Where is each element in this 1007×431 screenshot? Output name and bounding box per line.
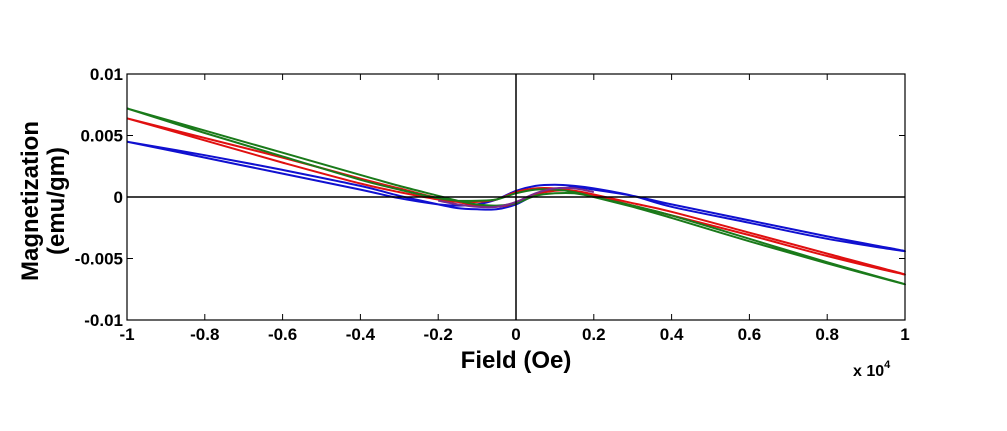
x-tick-label: -0.2: [424, 325, 453, 344]
x-axis-title: Field (Oe): [461, 347, 572, 374]
x-tick-label: -0.4: [346, 325, 376, 344]
tick-labels-layer: -1 -0.8 -0.6 -0.4 -0.2 0 0.2 0.4 0.6 0.8 1 -0.01 -0.…: [75, 65, 910, 344]
y-tick-label: -0.005: [75, 250, 123, 269]
x-tick-label: 0.6: [738, 325, 762, 344]
x-tick-label: 0.2: [582, 325, 606, 344]
x-axis-multiplier-base: x 10: [853, 363, 884, 380]
x-axis-multiplier: x 104: [853, 359, 891, 380]
y-tick-label: -0.01: [84, 311, 123, 330]
x-axis-multiplier-exponent: 4: [884, 359, 891, 371]
x-tick-label: -0.8: [190, 325, 219, 344]
y-tick-label: 0: [114, 188, 123, 207]
ticks-layer: [126, 73, 906, 321]
x-tick-label: 0: [511, 325, 520, 344]
x-tick-label: 0.4: [660, 325, 684, 344]
x-tick-label: -0.6: [268, 325, 297, 344]
x-tick-label: 1: [900, 325, 909, 344]
y-axis-title-line-1: Magnetization: [17, 121, 44, 281]
y-tick-label: 0.005: [80, 127, 123, 146]
y-tick-label: 0.01: [90, 65, 123, 84]
x-tick-label: 0.8: [815, 325, 839, 344]
x-tick-label: -1: [119, 325, 134, 344]
y-axis-title-line-2: (emu/gm): [43, 147, 70, 255]
